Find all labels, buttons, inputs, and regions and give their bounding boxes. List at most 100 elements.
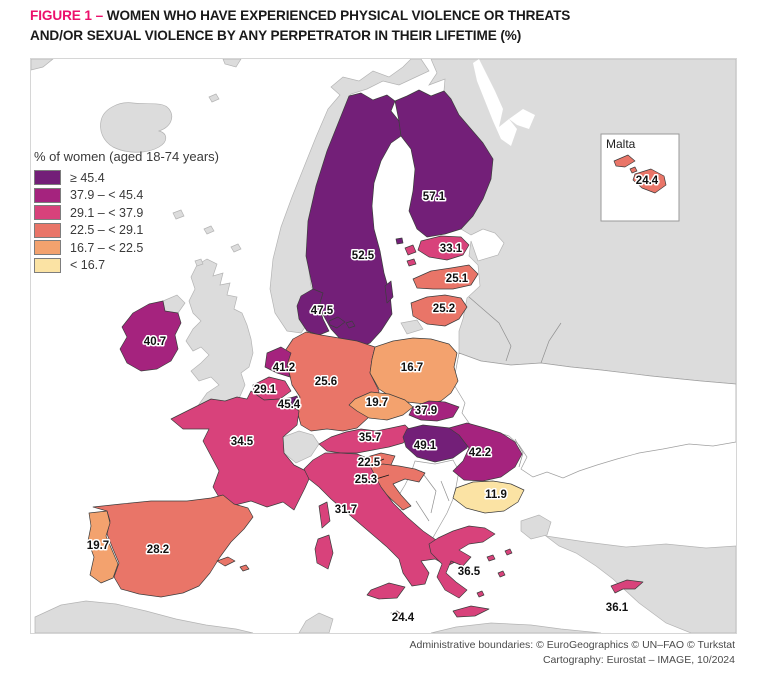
country-norway (269, 59, 430, 334)
legend-label-2: 29.1 – < 37.9 (70, 205, 144, 220)
value-label-ireland: 40.7 (144, 336, 166, 348)
country-malta (390, 610, 402, 618)
value-label-malta-inset: 24.4 (636, 175, 659, 187)
region-tunisia (298, 612, 334, 633)
country-spain (92, 494, 254, 598)
value-label-denmark: 47.5 (311, 305, 334, 317)
faroe-islands (208, 93, 220, 103)
leader-lines (292, 398, 400, 619)
estonian-islands (404, 244, 417, 267)
country-hungary (402, 424, 472, 463)
legend-row-1: 37.9 – < 45.4 (34, 187, 219, 205)
map-value-labels: 57.1 52.5 47.5 33.1 25.1 25.2 40.7 41.2 29.145.4… (85, 174, 660, 626)
value-label-belgium: 29.1 (254, 384, 277, 396)
country-turkey-field (544, 535, 736, 633)
inset-title: Malta (606, 137, 636, 151)
white-sea (473, 59, 517, 146)
legend-label-5: < 16.7 (70, 258, 106, 273)
legend-row-5: < 16.7 (34, 257, 219, 275)
russia-belarus-border (468, 296, 512, 362)
legend-label-4: 16.7 – < 22.5 (70, 240, 144, 255)
country-iceland (100, 102, 173, 153)
country-latvia (412, 264, 479, 290)
europe-choropleth-map: Malta 57.1 52.5 47.5 33.1 25.1 25.2 40.7 41.2 29… (31, 59, 736, 633)
balearic-islands (216, 556, 250, 572)
legend-row-4: 16.7 – < 22.5 (34, 239, 219, 257)
country-greenland-edge (31, 59, 54, 71)
value-label-italy: 31.7 (335, 504, 357, 516)
value-label-lithuania: 25.2 (433, 303, 455, 315)
value-label-portugal: 19.7 (87, 540, 109, 552)
region-kaliningrad (400, 319, 424, 335)
map-legend: % of women (aged 18-74 years) ≥ 45.4 37.9… (34, 149, 219, 274)
country-bulgaria (452, 480, 525, 514)
russia-internal-border (540, 322, 562, 364)
country-svalbard-fragment (222, 59, 242, 68)
value-label-germany: 25.6 (315, 376, 337, 388)
aland-islands (395, 237, 404, 245)
region-north-africa-west (34, 600, 254, 633)
country-finland (394, 89, 494, 238)
legend-label-0: ≥ 45.4 (70, 170, 105, 185)
country-switzerland (282, 430, 320, 464)
figure-label: FIGURE 1 – (30, 8, 104, 23)
legend-swatch-0 (34, 170, 61, 186)
value-label-malta: 24.4 (392, 612, 415, 624)
value-label-cyprus: 36.1 (606, 602, 629, 614)
island-corsica (318, 501, 331, 529)
value-label-croatia: 25.3 (355, 474, 377, 486)
country-slovakia (408, 400, 460, 422)
value-label-romania: 42.2 (469, 447, 491, 459)
country-ukraine-moldova (452, 352, 736, 479)
country-france (170, 390, 310, 511)
value-label-czechia: 19.7 (366, 397, 388, 409)
inset-island-malta (632, 168, 667, 194)
island-sicily (366, 582, 406, 600)
country-cyprus (610, 579, 644, 594)
white-sea-arm (509, 109, 535, 129)
value-label-luxembourg: 45.4 (278, 399, 301, 411)
island-crete (452, 605, 490, 618)
country-ireland (119, 300, 182, 372)
value-label-netherlands: 41.2 (273, 362, 295, 374)
value-label-sweden: 52.5 (352, 250, 375, 262)
legend-row-3: 22.5 – < 29.1 (34, 222, 219, 240)
country-czechia (348, 391, 414, 421)
country-turkey-europe (520, 514, 552, 540)
value-label-bulgaria: 11.9 (485, 489, 507, 501)
credits-boundaries: Administrative boundaries: © EuroGeograp… (409, 639, 735, 651)
legend-row-2: 29.1 – < 37.9 (34, 204, 219, 222)
country-greece (428, 525, 496, 599)
country-poland (369, 337, 459, 405)
country-lithuania (410, 294, 468, 327)
inset-island-comino (629, 166, 638, 174)
legend-title: % of women (aged 18-74 years) (34, 149, 219, 164)
figure-title-line1: FIGURE 1 – WOMEN WHO HAVE EXPERIENCED PH… (30, 8, 571, 23)
map-credits: Administrative boundaries: © EuroGeograp… (409, 638, 735, 668)
island-sardinia (314, 534, 334, 570)
legend-swatch-5 (34, 257, 61, 273)
legend-label-3: 22.5 – < 29.1 (70, 223, 144, 238)
value-label-slovenia: 22.5 (358, 457, 381, 469)
country-netherlands (264, 346, 292, 378)
country-sweden (305, 92, 402, 349)
value-label-greece: 36.5 (458, 566, 481, 578)
map-canvas: % of women (aged 18-74 years) ≥ 45.4 37.9… (30, 58, 737, 634)
credits-cartography: Cartography: Eurostat – IMAGE, 10/2024 (542, 654, 735, 666)
value-label-spain: 28.2 (147, 544, 169, 556)
country-estonia (417, 235, 470, 261)
inset-island-gozo (613, 154, 636, 168)
value-label-latvia: 25.1 (446, 273, 469, 285)
region-north-africa-east (430, 622, 602, 633)
value-label-france: 34.5 (231, 436, 254, 448)
country-denmark (296, 288, 330, 336)
legend-swatch-3 (34, 222, 61, 238)
country-portugal (87, 510, 119, 584)
legend-swatch-4 (34, 240, 61, 256)
value-label-estonia: 33.1 (440, 243, 463, 255)
legend-row-0: ≥ 45.4 (34, 169, 219, 187)
country-romania (448, 422, 523, 482)
malta-inset: Malta (600, 133, 680, 222)
legend-label-1: 37.9 – < 45.4 (70, 188, 144, 203)
balkans-borders (415, 470, 450, 522)
